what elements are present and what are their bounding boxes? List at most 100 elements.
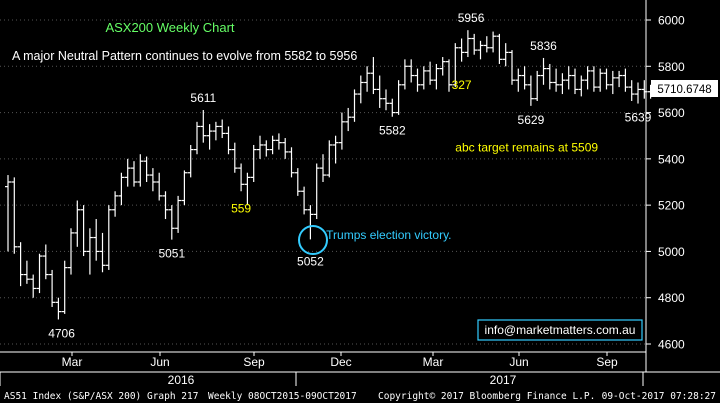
ohlc-bar [219,119,226,139]
annotation-label: abc target remains at 5509 [455,140,598,154]
footer-security: AS51 Index (S&P/ASX 200) Graph 217 [4,391,198,402]
ohlc-bar [527,75,534,106]
ohlc-bar [452,43,459,88]
ohlc-bar [609,70,616,95]
ohlc-bar [383,89,389,111]
x-axis: Mar Jun Sep Dec Mar Jun Sep 2016 2017 [0,351,720,387]
ohlc-bar [408,59,415,83]
ohlc-bar [23,260,30,284]
ohlc-bar [471,33,478,55]
y-tick-label: 5200 [658,199,685,213]
ohlc-bar [118,172,125,206]
ohlc-bar [559,73,566,95]
ohlc-bar [263,140,270,157]
ohlc-bar [553,68,560,92]
y-tick-label: 5600 [658,106,685,120]
annotation-label: 5582 [379,124,406,138]
ohlc-bar [187,144,194,178]
ohlc-bar [301,186,308,215]
ohlc-bar [275,133,282,150]
ohlc-bar [212,121,219,141]
footer-timestamp: 09-Oct-2017 07:28:27 [602,391,716,402]
x-tick-label: Jun [509,355,528,369]
ohlc-bar [332,135,339,164]
ohlc-bar [288,147,295,178]
ohlc-bar [124,158,131,187]
ohlc-bar [565,66,572,90]
ohlc-bar [168,205,175,240]
annotations: 5956 5836 5611 5582 5629 5639 5051 5052 4706 559 3… [48,11,651,340]
ohlc-bar [546,63,553,90]
ohlc-bar [578,75,585,97]
watermark-text: info@marketmatters.com.au [485,323,636,337]
footer-bar: AS51 Index (S&P/ASX 200) Graph 217 Weekl… [4,391,716,402]
ohlc-bar [112,191,119,217]
annotation-label: 5051 [158,247,185,261]
ohlc-bar [49,269,56,307]
ohlc-bar [515,68,522,92]
ohlc-bar [194,121,200,155]
y-tick-label: 4600 [658,338,685,352]
ohlc-bar [427,61,434,85]
ohlc-bar [231,142,238,173]
chart-subtitle: A major Neutral Pattern continues to evo… [12,49,357,63]
annotation-label: 5052 [297,254,324,268]
ohlc-bar [5,175,11,252]
watermark-box [477,319,643,341]
annotation-label: Trumps election victory. [326,228,451,242]
ohlc-bar [181,170,188,206]
ohlc-bar [105,205,112,270]
ohlc-bar [446,59,452,92]
ohlc-bar [282,138,289,159]
ohlc-bar [364,66,371,92]
ohlc-bar [175,195,182,233]
last-value-box [651,80,718,97]
ohlc-bar [162,191,169,220]
ohlc-bar [370,57,377,95]
annotation-label: 5836 [530,39,557,53]
ohlc-bar [635,82,641,104]
last-value-label: 5710.6748 [657,84,711,96]
ohlc-bar [244,172,251,206]
ohlc-bar [540,57,547,85]
ohlc-bar [30,274,37,298]
x-tick-label: Mar [423,355,444,369]
ohlc-bar [534,70,541,101]
y-tick-label: 5800 [658,60,685,74]
ohlc-bar [225,126,232,155]
ohlc-bar [206,124,213,150]
ohlc-bar [389,98,396,117]
x-year-label: 2017 [490,373,517,387]
y-axis: 4600 4800 5000 5200 5400 5600 5800 6000 [645,0,685,372]
y-tick-label: 6000 [658,14,685,28]
ohlc-bar [36,253,43,294]
ohlc-bar [376,75,383,108]
y-tick-label: 5400 [658,152,685,166]
x-tick-label: Sep [596,355,618,369]
ohlc-bar [156,172,163,201]
ohlc-bar [61,260,68,314]
ohlc-bar [320,154,326,182]
footer-copyright: Copyright© 2017 Bloomberg Finance L.P. [378,391,595,402]
ohlc-bar [250,144,257,182]
annotation-label: 5629 [518,113,545,127]
ohlc-bar [238,163,245,192]
ohlc-bar [351,89,358,122]
ohlc-bar [395,80,402,115]
ohlc-bar [200,110,207,143]
x-year-label: 2016 [168,373,195,387]
last-value-tag: 5710.6748 [651,80,718,97]
ohlc-bar [338,112,345,150]
ohlc-bar [584,66,591,90]
ohlc-bar [99,232,106,273]
y-tick-label: 5000 [658,245,685,259]
annotation-label: 559 [231,202,251,216]
annotation-label: 4706 [48,326,75,340]
ohlc-bar [490,31,497,53]
ohlc-bar [357,75,364,104]
ohlc-bar [597,68,604,92]
annotation-label: 327 [452,78,472,92]
annotation-label: 5611 [190,91,216,105]
watermark: info@marketmatters.com.au [477,319,643,341]
